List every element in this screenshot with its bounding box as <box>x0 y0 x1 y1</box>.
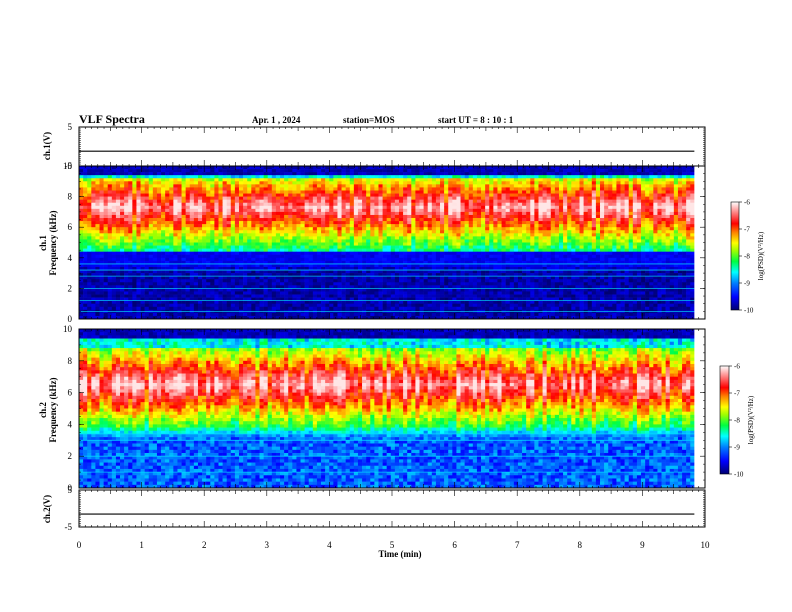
ch1-colorbar-label: log(PSD)(V²/Hz) <box>757 231 765 280</box>
ch1-spectrogram-image <box>79 166 705 320</box>
start-ut-label: start UT = 8 : 10 : 1 <box>438 115 514 125</box>
colorbar-tick-label: -9 <box>734 444 740 452</box>
y-tick-label: 10 <box>63 324 73 334</box>
ch1-colorbar: -6 -7 -8 -9 -10 log(PSD)(V²/Hz) <box>730 199 765 315</box>
colorbar-tick-label: -10 <box>734 471 744 479</box>
x-tick-label: 7 <box>515 540 520 550</box>
colorbar-tick-label: -9 <box>744 280 750 288</box>
station-label: station=MOS <box>343 115 395 125</box>
colorbar-tick-label: -10 <box>744 307 754 315</box>
y-tick-label: 5 <box>68 122 73 132</box>
ch2-colorbar-label: log(PSD)(V²/Hz) <box>747 395 755 444</box>
y-tick-label: 0 <box>68 483 73 493</box>
y-tick-label: 8 <box>68 192 73 202</box>
ch2-colorbar: -6 -7 -8 -9 -10 log(PSD)(V²/Hz) <box>719 363 755 479</box>
ch1-frequency-label: Frequency (kHz) <box>48 210 58 275</box>
y-tick-label: 6 <box>68 388 73 398</box>
y-tick-label: 8 <box>68 356 73 366</box>
x-tick-label: 9 <box>640 540 645 550</box>
y-tick-label: -5 <box>65 522 73 532</box>
y-tick-label: 0 <box>68 314 73 324</box>
ch2-spectrogram-panel <box>78 328 706 489</box>
colorbar-tick-label: -8 <box>734 417 740 425</box>
y-tick-label: 4 <box>68 419 73 429</box>
x-tick-label: 5 <box>390 540 395 550</box>
y-tick-label: 5 <box>68 485 73 495</box>
y-tick-label: 6 <box>68 222 73 232</box>
colorbar-tick-label: -8 <box>744 253 750 261</box>
colorbar-tick-label: -7 <box>734 390 740 398</box>
x-tick-label: 2 <box>202 540 207 550</box>
x-tick-label: 10 <box>701 540 711 550</box>
y-tick-label: 2 <box>68 451 73 461</box>
ch2-voltage-label: ch.2(V) <box>42 495 52 523</box>
x-tick-label: 6 <box>452 540 457 550</box>
x-tick-label: 0 <box>77 540 82 550</box>
y-tick-label: 2 <box>68 283 73 293</box>
x-tick-label: 3 <box>265 540 270 550</box>
ch1-label: ch.1 <box>38 235 48 251</box>
figure-title: VLF Spectra <box>79 112 145 126</box>
x-tick-label: 1 <box>139 540 144 550</box>
colorbar-tick-label: -6 <box>744 199 750 207</box>
y-tick-label: 10 <box>63 161 73 171</box>
ch2-label: ch.2 <box>38 402 48 418</box>
x-tick-label: 8 <box>578 540 583 550</box>
x-axis-label: Time (min) <box>378 549 421 559</box>
colorbar-tick-label: -6 <box>734 363 740 371</box>
ch1-spectrogram-panel <box>78 165 706 320</box>
date-label: Apr. 1 , 2024 <box>252 115 301 125</box>
colorbar-tick-label: -7 <box>744 226 750 234</box>
ch1-voltage-label: ch.1(V) <box>42 132 52 160</box>
x-tick-label: 4 <box>327 540 332 550</box>
y-tick-label: -5 <box>65 161 73 171</box>
ch2-frequency-label: Frequency (kHz) <box>48 377 58 442</box>
ch2-spectrogram-image <box>79 329 705 489</box>
y-tick-label: 4 <box>68 253 73 263</box>
